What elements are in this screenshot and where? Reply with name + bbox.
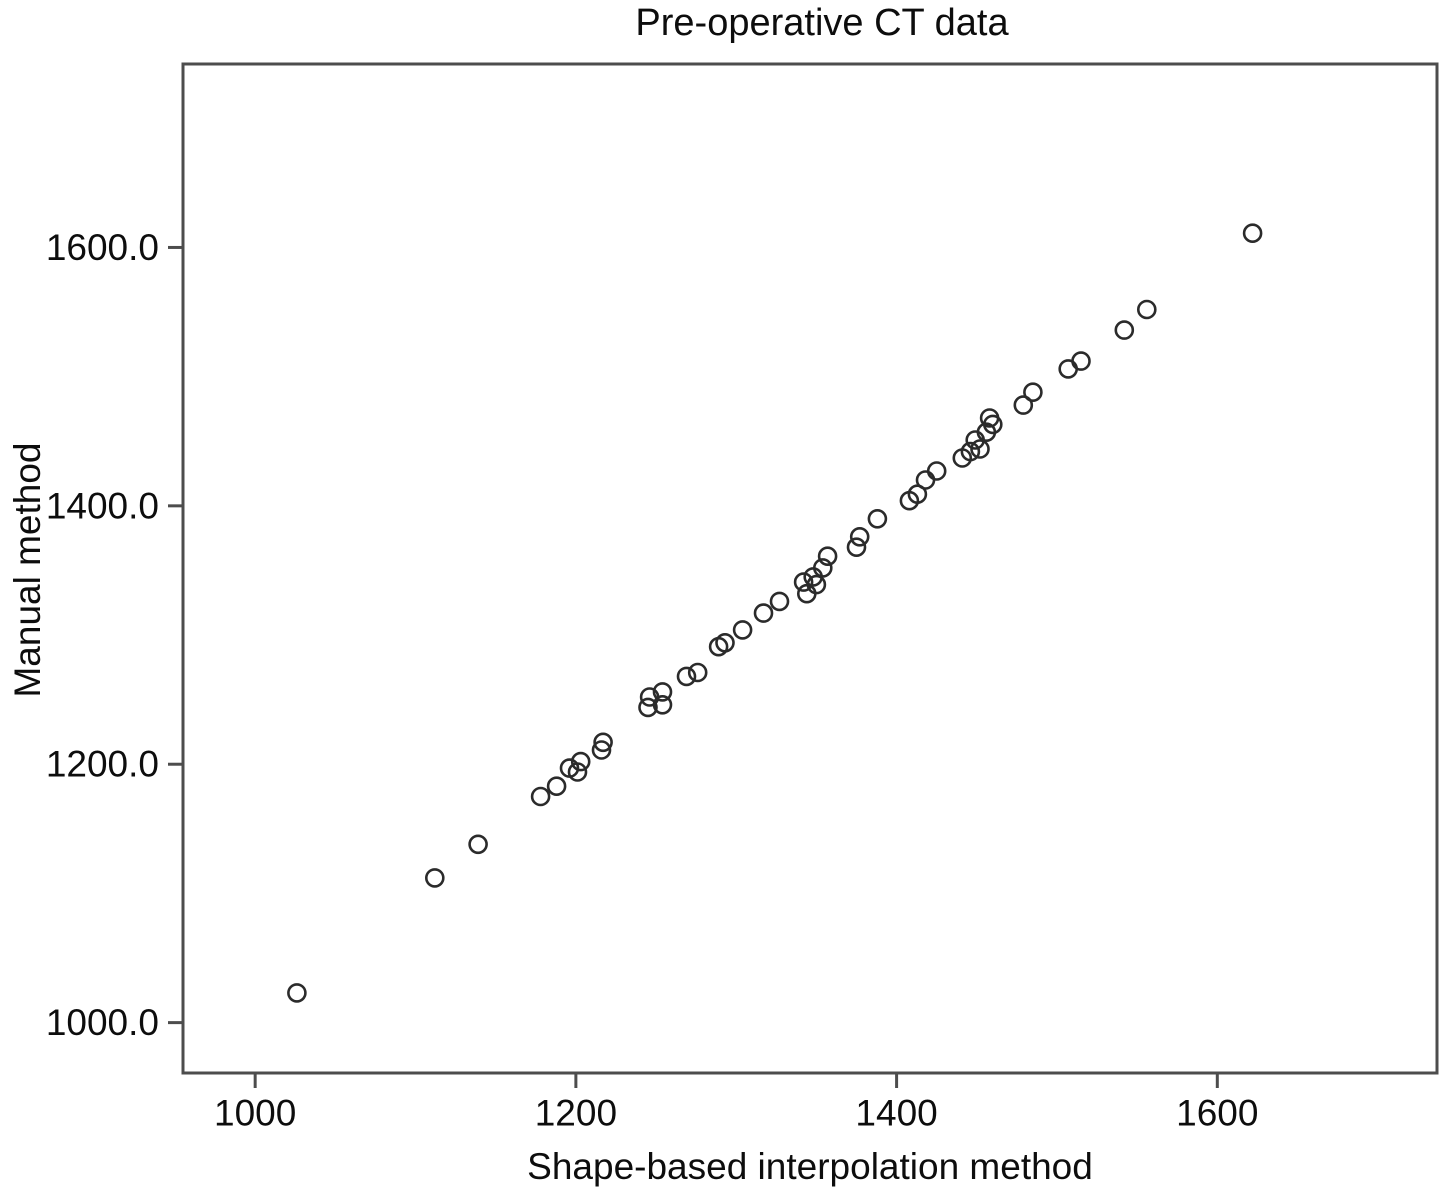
x-tick-label: 1000	[214, 1092, 296, 1133]
data-point	[907, 484, 928, 505]
data-point	[530, 786, 551, 807]
data-point	[1071, 351, 1091, 371]
data-point	[1013, 395, 1034, 415]
x-tick-label: 1200	[535, 1092, 617, 1133]
data-point	[926, 461, 947, 481]
data-point	[591, 740, 612, 760]
data-point	[796, 583, 817, 604]
data-point	[652, 682, 673, 702]
data-point	[468, 834, 488, 855]
data-point	[817, 546, 838, 567]
data-point	[1114, 320, 1135, 340]
data-point	[915, 470, 936, 490]
data-point	[567, 762, 588, 782]
data-point	[1137, 299, 1157, 320]
data-point	[1242, 223, 1263, 243]
data-point	[769, 591, 790, 612]
data-point	[812, 558, 833, 578]
plot-frame	[181, 62, 1439, 1075]
x-tick-label: 1400	[855, 1092, 937, 1133]
y-tick-label: 1600.0	[46, 227, 159, 268]
data-point	[846, 537, 867, 558]
data-point	[732, 620, 753, 640]
data-point	[982, 414, 1003, 435]
y-tick-label: 1000.0	[46, 1002, 159, 1043]
data-point	[593, 732, 613, 753]
data-point	[806, 574, 827, 595]
data-point	[1023, 382, 1043, 403]
x-axis-title: Shape-based interpolation method	[527, 1146, 1093, 1187]
data-point	[753, 603, 774, 623]
data-point	[960, 441, 981, 462]
data-point	[715, 632, 735, 653]
data-point	[687, 662, 708, 683]
data-point	[638, 697, 658, 718]
data-point	[970, 439, 990, 459]
data-point	[793, 572, 814, 592]
data-point	[1058, 359, 1078, 379]
x-tick-label: 1600	[1176, 1092, 1258, 1133]
data-point	[424, 868, 445, 888]
chart-title: Pre-operative CT data	[635, 2, 1009, 44]
data-point	[676, 666, 697, 687]
data-point	[867, 508, 888, 529]
data-point	[287, 983, 307, 1003]
y-tick-label: 1200.0	[46, 744, 159, 785]
data-point	[570, 751, 591, 772]
data-point	[652, 694, 673, 715]
data-point	[849, 526, 870, 547]
y-tick-label: 1400.0	[46, 485, 159, 526]
data-point	[546, 776, 567, 797]
